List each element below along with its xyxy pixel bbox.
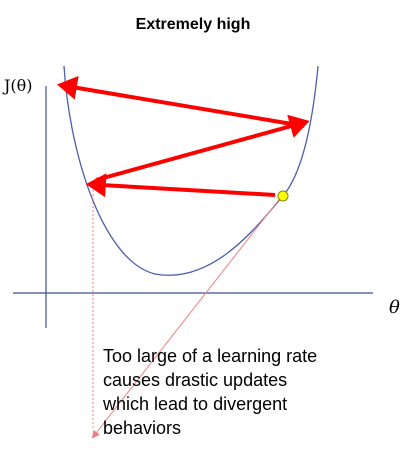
caption-pointer-arrow xyxy=(91,196,282,439)
diagram-title: Extremely high xyxy=(135,16,251,33)
caption-line: which lead to divergent xyxy=(103,394,288,414)
update-arrow-2 xyxy=(95,114,310,182)
update-arrow-3 xyxy=(57,75,305,128)
loss-curve xyxy=(63,65,319,276)
caption-line: causes drastic updates xyxy=(103,370,288,390)
caption-line: behaviors xyxy=(103,418,182,438)
update-arrow-1 xyxy=(85,173,276,198)
caption-text: Too large of a learning rate causes dras… xyxy=(103,344,393,440)
caption-line: Too large of a learning rate xyxy=(103,346,318,366)
y-axis-label: J(θ) xyxy=(4,76,33,95)
start-point xyxy=(277,190,289,202)
x-axis-label: θ xyxy=(389,297,400,318)
